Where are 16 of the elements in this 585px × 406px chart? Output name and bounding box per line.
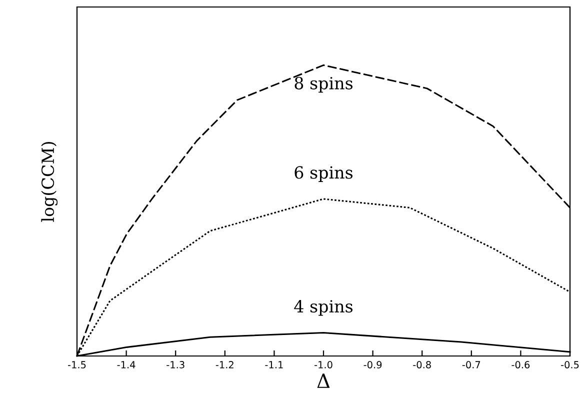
x-axis-title: Δ [317,374,330,388]
x-tick-label: -1.0 [314,361,332,368]
x-tick-label: -1.3 [166,361,184,368]
x-tick-label: -0.6 [512,361,530,368]
series-label: 8 spins [294,76,353,93]
x-tick-label: -0.9 [364,361,382,368]
x-tick-label: -1.5 [68,361,86,368]
x-tick-label: -0.7 [462,361,480,368]
series-label: 4 spins [294,300,353,316]
x-tick-label: -0.8 [413,361,431,368]
x-tick-label: -1.2 [216,361,234,368]
x-tick-label: -0.5 [560,361,579,368]
series-label: 6 spins [294,166,353,182]
x-tick-label: -1.4 [117,361,136,368]
y-axis-title: log(CCM) [41,142,58,222]
x-tick-label: -1.1 [265,361,283,368]
